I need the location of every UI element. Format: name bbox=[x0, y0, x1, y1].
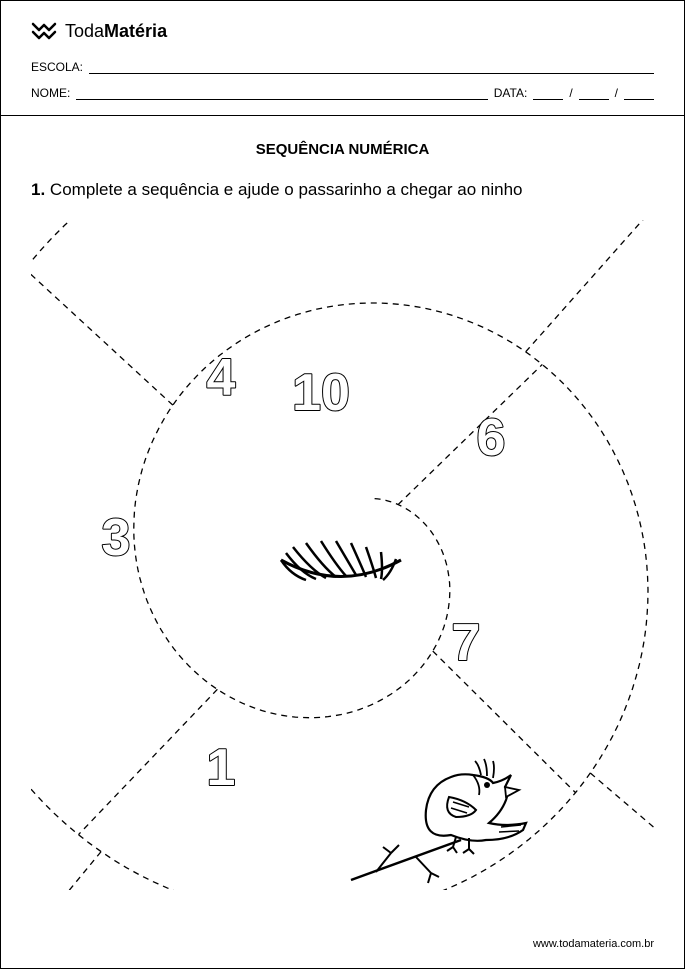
spiral-divider bbox=[590, 773, 656, 890]
spiral-divider bbox=[526, 220, 656, 352]
header-section: TodaMatéria ESCOLA: NOME: DATA: / / bbox=[1, 1, 684, 116]
spiral-number: 7 bbox=[452, 614, 481, 672]
date-sep-2: / bbox=[615, 86, 618, 100]
nest-icon bbox=[281, 541, 401, 580]
brand-logo-icon bbox=[31, 22, 57, 42]
date-label: DATA: bbox=[494, 86, 528, 100]
spiral-svg: 1 3 4 6 7 10 bbox=[31, 220, 656, 890]
worksheet-title: SEQUÊNCIA NUMÉRICA bbox=[31, 141, 654, 158]
instruction-text: Complete a sequência e ajude o passarinh… bbox=[50, 180, 523, 199]
footer-url: www.todamateria.com.br bbox=[533, 938, 654, 950]
instruction-number: 1. bbox=[31, 180, 45, 199]
spiral-number: 4 bbox=[207, 349, 236, 407]
name-label: NOME: bbox=[31, 86, 70, 100]
name-row: NOME: DATA: / / bbox=[31, 86, 654, 100]
brand-prefix: Toda bbox=[65, 21, 104, 41]
school-label: ESCOLA: bbox=[31, 60, 83, 74]
spiral-divider bbox=[31, 852, 101, 890]
brand-text: TodaMatéria bbox=[65, 21, 167, 42]
name-input-line[interactable] bbox=[76, 86, 487, 100]
spiral-divider bbox=[398, 364, 542, 504]
spiral-number: 10 bbox=[292, 364, 350, 422]
date-month-line[interactable] bbox=[579, 86, 609, 100]
spiral-divider bbox=[78, 689, 217, 834]
spiral-divider bbox=[433, 651, 576, 793]
school-input-line[interactable] bbox=[89, 60, 654, 74]
date-year-line[interactable] bbox=[624, 86, 654, 100]
date-day-line[interactable] bbox=[533, 86, 563, 100]
content-section: SEQUÊNCIA NUMÉRICA 1. Complete a sequênc… bbox=[1, 116, 684, 895]
spiral-number: 3 bbox=[102, 509, 131, 567]
worksheet-page: TodaMatéria ESCOLA: NOME: DATA: / / SEQU… bbox=[0, 0, 685, 969]
bird-icon bbox=[351, 759, 526, 883]
date-sep-1: / bbox=[569, 86, 572, 100]
spiral-number: 6 bbox=[477, 409, 506, 467]
instruction: 1. Complete a sequência e ajude o passar… bbox=[31, 180, 654, 200]
spiral-number: 1 bbox=[207, 739, 236, 797]
school-row: ESCOLA: bbox=[31, 60, 654, 74]
brand-suffix: Matéria bbox=[104, 21, 167, 41]
spiral-worksheet-area: 1 3 4 6 7 10 bbox=[31, 220, 656, 870]
logo-row: TodaMatéria bbox=[31, 21, 654, 42]
spiral-divider bbox=[31, 269, 173, 405]
